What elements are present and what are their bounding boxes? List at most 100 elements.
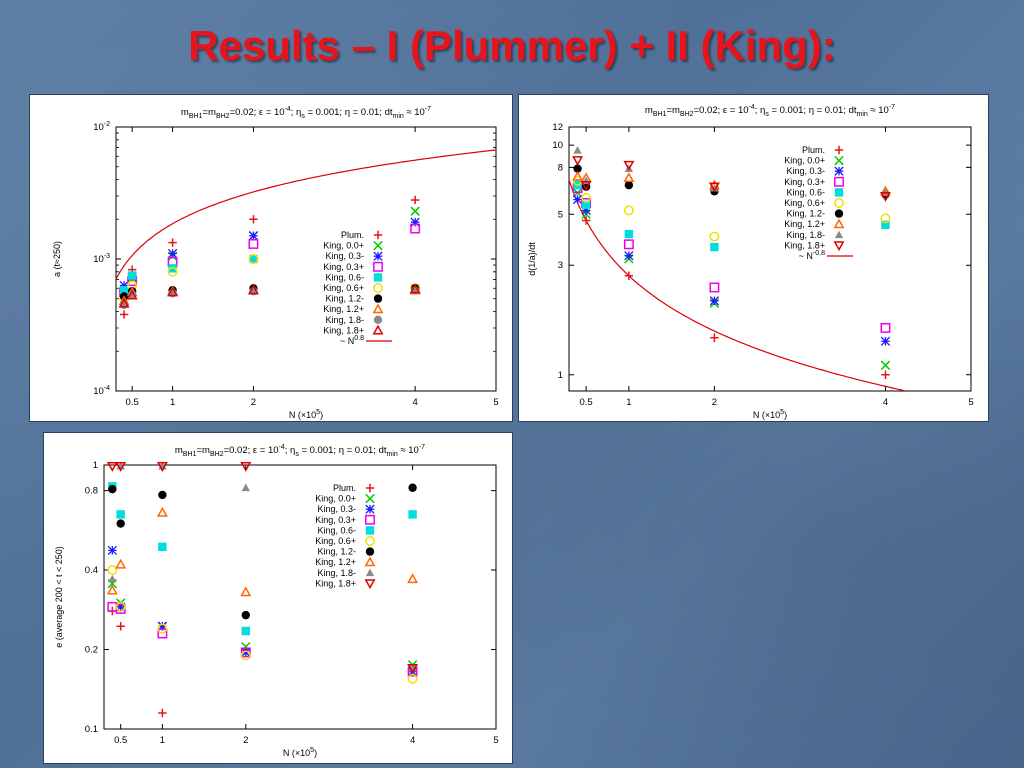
data-point [241, 483, 250, 492]
legend-label: King, 1.8+ [315, 578, 356, 588]
data-point [880, 336, 891, 346]
data-point [581, 205, 591, 216]
data-point [248, 239, 259, 249]
x-tick-label: 1 [626, 397, 631, 408]
legend-marker [365, 514, 375, 525]
legend-label: King, 0.6+ [323, 283, 364, 293]
data-point [106, 462, 118, 472]
data-point [156, 462, 168, 472]
data-point [573, 164, 582, 173]
legend-marker [373, 251, 383, 261]
data-point [709, 231, 720, 242]
series-king-1-8- [118, 283, 421, 308]
fit-curve [115, 149, 497, 280]
legend-label: King, 1.2+ [315, 557, 356, 567]
data-point [572, 194, 583, 205]
data-point [248, 254, 259, 264]
legend-marker [373, 315, 383, 324]
data-point [407, 664, 419, 674]
chart-a-vs-n: mBH1=mBH2=0.02; ε = 10-4; ηs = 0.001; η … [52, 106, 499, 420]
data-point [881, 220, 890, 230]
series-king-1-8- [106, 462, 419, 674]
data-point [624, 271, 634, 280]
data-point [624, 180, 634, 190]
y-tick-label: 0.8 [85, 486, 98, 497]
data-point [107, 545, 118, 556]
data-point [710, 242, 719, 252]
chart-panel-top-left: mBH1=mBH2=0.02; ε = 10-4; ηs = 0.001; η … [29, 94, 513, 422]
legend-label: Plum. [802, 145, 825, 155]
x-tick-label: 2 [712, 397, 717, 408]
series-king-0-3- [107, 601, 418, 677]
y-tick-label: 10-2 [93, 121, 110, 133]
data-point [115, 601, 126, 612]
legend-label: Plum. [341, 230, 364, 240]
legend-marker [372, 303, 384, 314]
legend-label: King, 0.0+ [784, 156, 825, 166]
chart-hardening-rate-vs-n: mBH1=mBH2=0.02; ε = 10-4; ηs = 0.001; η … [527, 104, 974, 420]
fit-curve [568, 179, 905, 392]
legend-label: King, 1.2- [786, 209, 825, 219]
legend: Plum.King, 0.0+King, 0.3-King, 0.3+King,… [315, 483, 376, 590]
legend: Plum.King, 0.0+King, 0.3-King, 0.3+King,… [784, 145, 853, 261]
legend-label: Plum. [333, 483, 356, 493]
data-point [157, 621, 168, 631]
data-point [119, 310, 129, 319]
data-point [572, 156, 584, 166]
legend-marker [834, 198, 844, 208]
data-point [157, 623, 168, 634]
data-point [249, 254, 258, 264]
chart-title: mBH1=mBH2=0.02; ε = 10-4; ηs = 0.001; η … [645, 104, 895, 118]
series-plum- [108, 606, 417, 718]
x-tick-label: 4 [883, 397, 888, 408]
legend-marker [373, 230, 383, 240]
data-point [623, 205, 634, 216]
legend-marker [365, 504, 375, 514]
y-tick-label: 0.4 [85, 565, 98, 576]
x-tick-label: 5 [968, 397, 973, 408]
series-king-0-3- [572, 194, 891, 346]
series-king-0-0- [107, 579, 418, 670]
legend-marker [365, 483, 375, 493]
series-plum- [573, 179, 890, 379]
series-king-0-6- [572, 175, 891, 242]
series-plum- [119, 195, 420, 319]
data-point [407, 573, 419, 584]
data-point [126, 289, 138, 300]
legend-label-curve: ~ N-0.8 [799, 250, 825, 261]
legend-marker [365, 526, 375, 535]
legend-label: King, 1.8- [317, 568, 356, 578]
data-point [116, 510, 125, 519]
plot-frame [103, 464, 497, 730]
data-point [241, 647, 251, 658]
legend-marker [365, 493, 375, 504]
data-point [116, 622, 125, 631]
x-tick-label: 4 [413, 397, 418, 408]
data-point [880, 213, 891, 224]
legend-marker [833, 241, 845, 252]
x-tick-label: 1 [170, 397, 175, 408]
data-point [710, 183, 719, 192]
data-point [410, 223, 421, 234]
legend-marker [365, 547, 375, 556]
data-point [119, 286, 129, 295]
data-point [158, 542, 167, 551]
chart-eccentricity-vs-n: mBH1=mBH2=0.02; ε = 10-4; ηs = 0.001; η … [54, 444, 499, 758]
data-point [115, 558, 127, 569]
legend-marker [364, 556, 376, 567]
legend-label: King, 0.0+ [315, 494, 356, 504]
legend-label: King, 0.3+ [323, 262, 364, 272]
legend-marker [834, 176, 844, 187]
data-point [241, 626, 250, 636]
data-point [249, 215, 258, 224]
chart-title: mBH1=mBH2=0.02; ε = 10-4; ηs = 0.001; η … [181, 106, 431, 120]
x-tick-label: 5 [493, 397, 498, 408]
data-point [410, 206, 420, 216]
legend: Plum.King, 0.0+King, 0.3-King, 0.3+King,… [323, 230, 392, 346]
data-point [247, 284, 259, 295]
y-axis-label: a (t≈250) [52, 241, 62, 277]
data-point [709, 282, 720, 293]
plot-frame [568, 126, 972, 392]
x-tick-label: 5 [493, 735, 498, 746]
legend-marker [834, 209, 844, 218]
